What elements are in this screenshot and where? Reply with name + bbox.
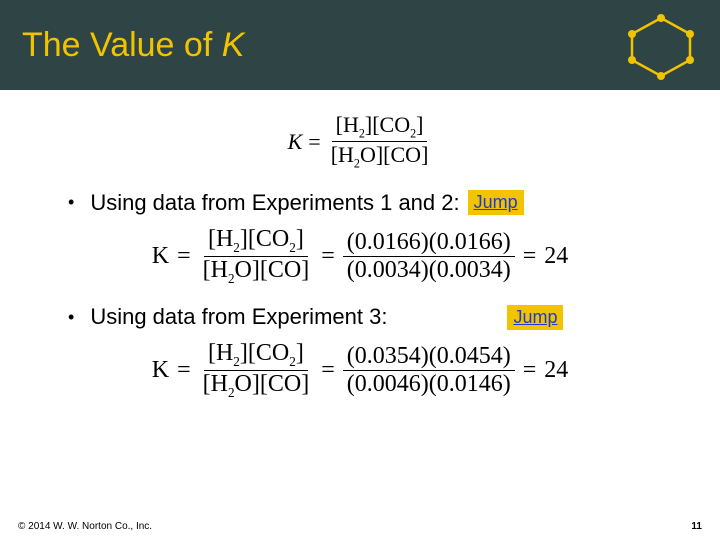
- jump-link-1[interactable]: Jump: [468, 190, 524, 215]
- equation-2: K = [H2][CO2] [H2O][CO] = (0.0354)(0.045…: [40, 340, 680, 401]
- copyright-text: © 2014 W. W. Norton Co., Inc.: [18, 521, 152, 532]
- eq-numerator: [H2][CO2]: [332, 112, 428, 142]
- eq1-result: 24: [544, 243, 568, 270]
- bullet-2: • Using data from Experiment 3: Jump: [68, 304, 680, 330]
- slide-content: K = [H2][CO2] [H2O][CO] • Using data fro…: [0, 90, 720, 401]
- eq1-values-frac: (0.0166)(0.0166) (0.0034)(0.0034): [343, 229, 515, 284]
- bullet-dot: •: [68, 307, 74, 328]
- eq-fraction: [H2][CO2] [H2O][CO]: [327, 112, 433, 172]
- page-number: 11: [691, 521, 702, 532]
- title-prefix: The Value of: [22, 26, 222, 64]
- bullet-dot: •: [68, 192, 74, 213]
- hexagon-molecule-icon: [622, 12, 700, 82]
- bullet-2-text: Using data from Experiment 3:: [90, 304, 387, 330]
- eq2-result: 24: [544, 357, 568, 384]
- eq-denominator: [H2O][CO]: [327, 142, 433, 171]
- bullet-1-text: Using data from Experiments 1 and 2:: [90, 190, 459, 216]
- eq2-values-frac: (0.0354)(0.0454) (0.0046)(0.0146): [343, 343, 515, 398]
- title-var: K: [222, 26, 245, 64]
- eq1-lhs: K: [152, 243, 169, 270]
- jump-link-2[interactable]: Jump: [507, 305, 563, 330]
- eq2-lhs: K: [152, 357, 169, 384]
- equation-1: K = [H2][CO2] [H2O][CO] = (0.0166)(0.016…: [40, 226, 680, 287]
- bullet-1: • Using data from Experiments 1 and 2: J…: [68, 190, 680, 216]
- slide-header: The Value of K: [0, 0, 720, 90]
- equals-sign: =: [308, 129, 320, 155]
- eq2-species-frac: [H2][CO2] [H2O][CO]: [199, 340, 314, 401]
- eq-lhs: K: [288, 129, 303, 155]
- slide-footer: © 2014 W. W. Norton Co., Inc. 11: [0, 521, 720, 532]
- top-equation: K = [H2][CO2] [H2O][CO]: [40, 112, 680, 172]
- eq1-species-frac: [H2][CO2] [H2O][CO]: [199, 226, 314, 287]
- slide-title: The Value of K: [22, 26, 244, 65]
